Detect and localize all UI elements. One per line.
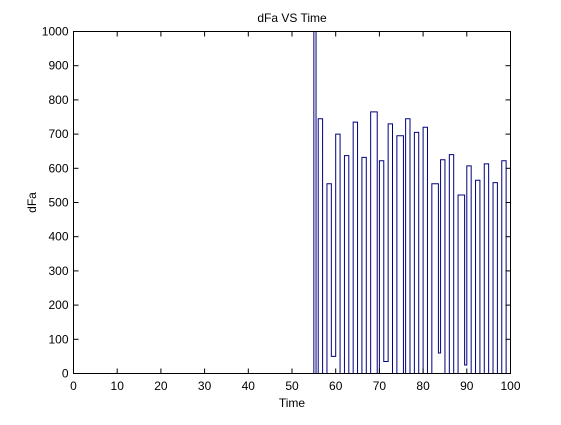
x-tick-label: 90 bbox=[460, 379, 474, 393]
x-tick-label: 50 bbox=[285, 379, 299, 393]
y-tick-label: 1000 bbox=[42, 25, 69, 39]
x-tick-label: 60 bbox=[329, 379, 343, 393]
plot-frame bbox=[73, 31, 511, 374]
x-tick-label: 100 bbox=[500, 379, 520, 393]
x-tick-label: 0 bbox=[70, 379, 77, 393]
x-tick-label: 10 bbox=[111, 379, 125, 393]
y-tick-label: 600 bbox=[48, 161, 68, 175]
x-axis-label: Time bbox=[279, 396, 306, 410]
y-tick-label: 0 bbox=[62, 367, 69, 381]
tick-layer: 0 10 20 30 40 50 60 70 80 90 100010020030040050060… bbox=[42, 25, 521, 394]
x-tick-label: 30 bbox=[198, 379, 212, 393]
x-tick-label: 40 bbox=[242, 379, 256, 393]
y-tick-label: 800 bbox=[48, 93, 68, 107]
y-tick-label: 300 bbox=[48, 264, 68, 278]
y-tick-label: 400 bbox=[48, 230, 68, 244]
series-layer bbox=[73, 31, 511, 374]
x-tick-label: 70 bbox=[373, 379, 387, 393]
x-tick-label: 80 bbox=[416, 379, 430, 393]
y-tick-label: 100 bbox=[48, 332, 68, 346]
chart-title: dFa VS Time bbox=[257, 11, 327, 25]
y-tick-label: 900 bbox=[48, 59, 68, 73]
y-tick-label: 700 bbox=[48, 127, 68, 141]
y-tick-label: 200 bbox=[48, 298, 68, 312]
y-tick-label: 500 bbox=[48, 196, 68, 210]
series-line-dfa bbox=[73, 31, 511, 374]
y-axis-label: dFa bbox=[25, 192, 39, 213]
x-tick-label: 20 bbox=[154, 379, 168, 393]
